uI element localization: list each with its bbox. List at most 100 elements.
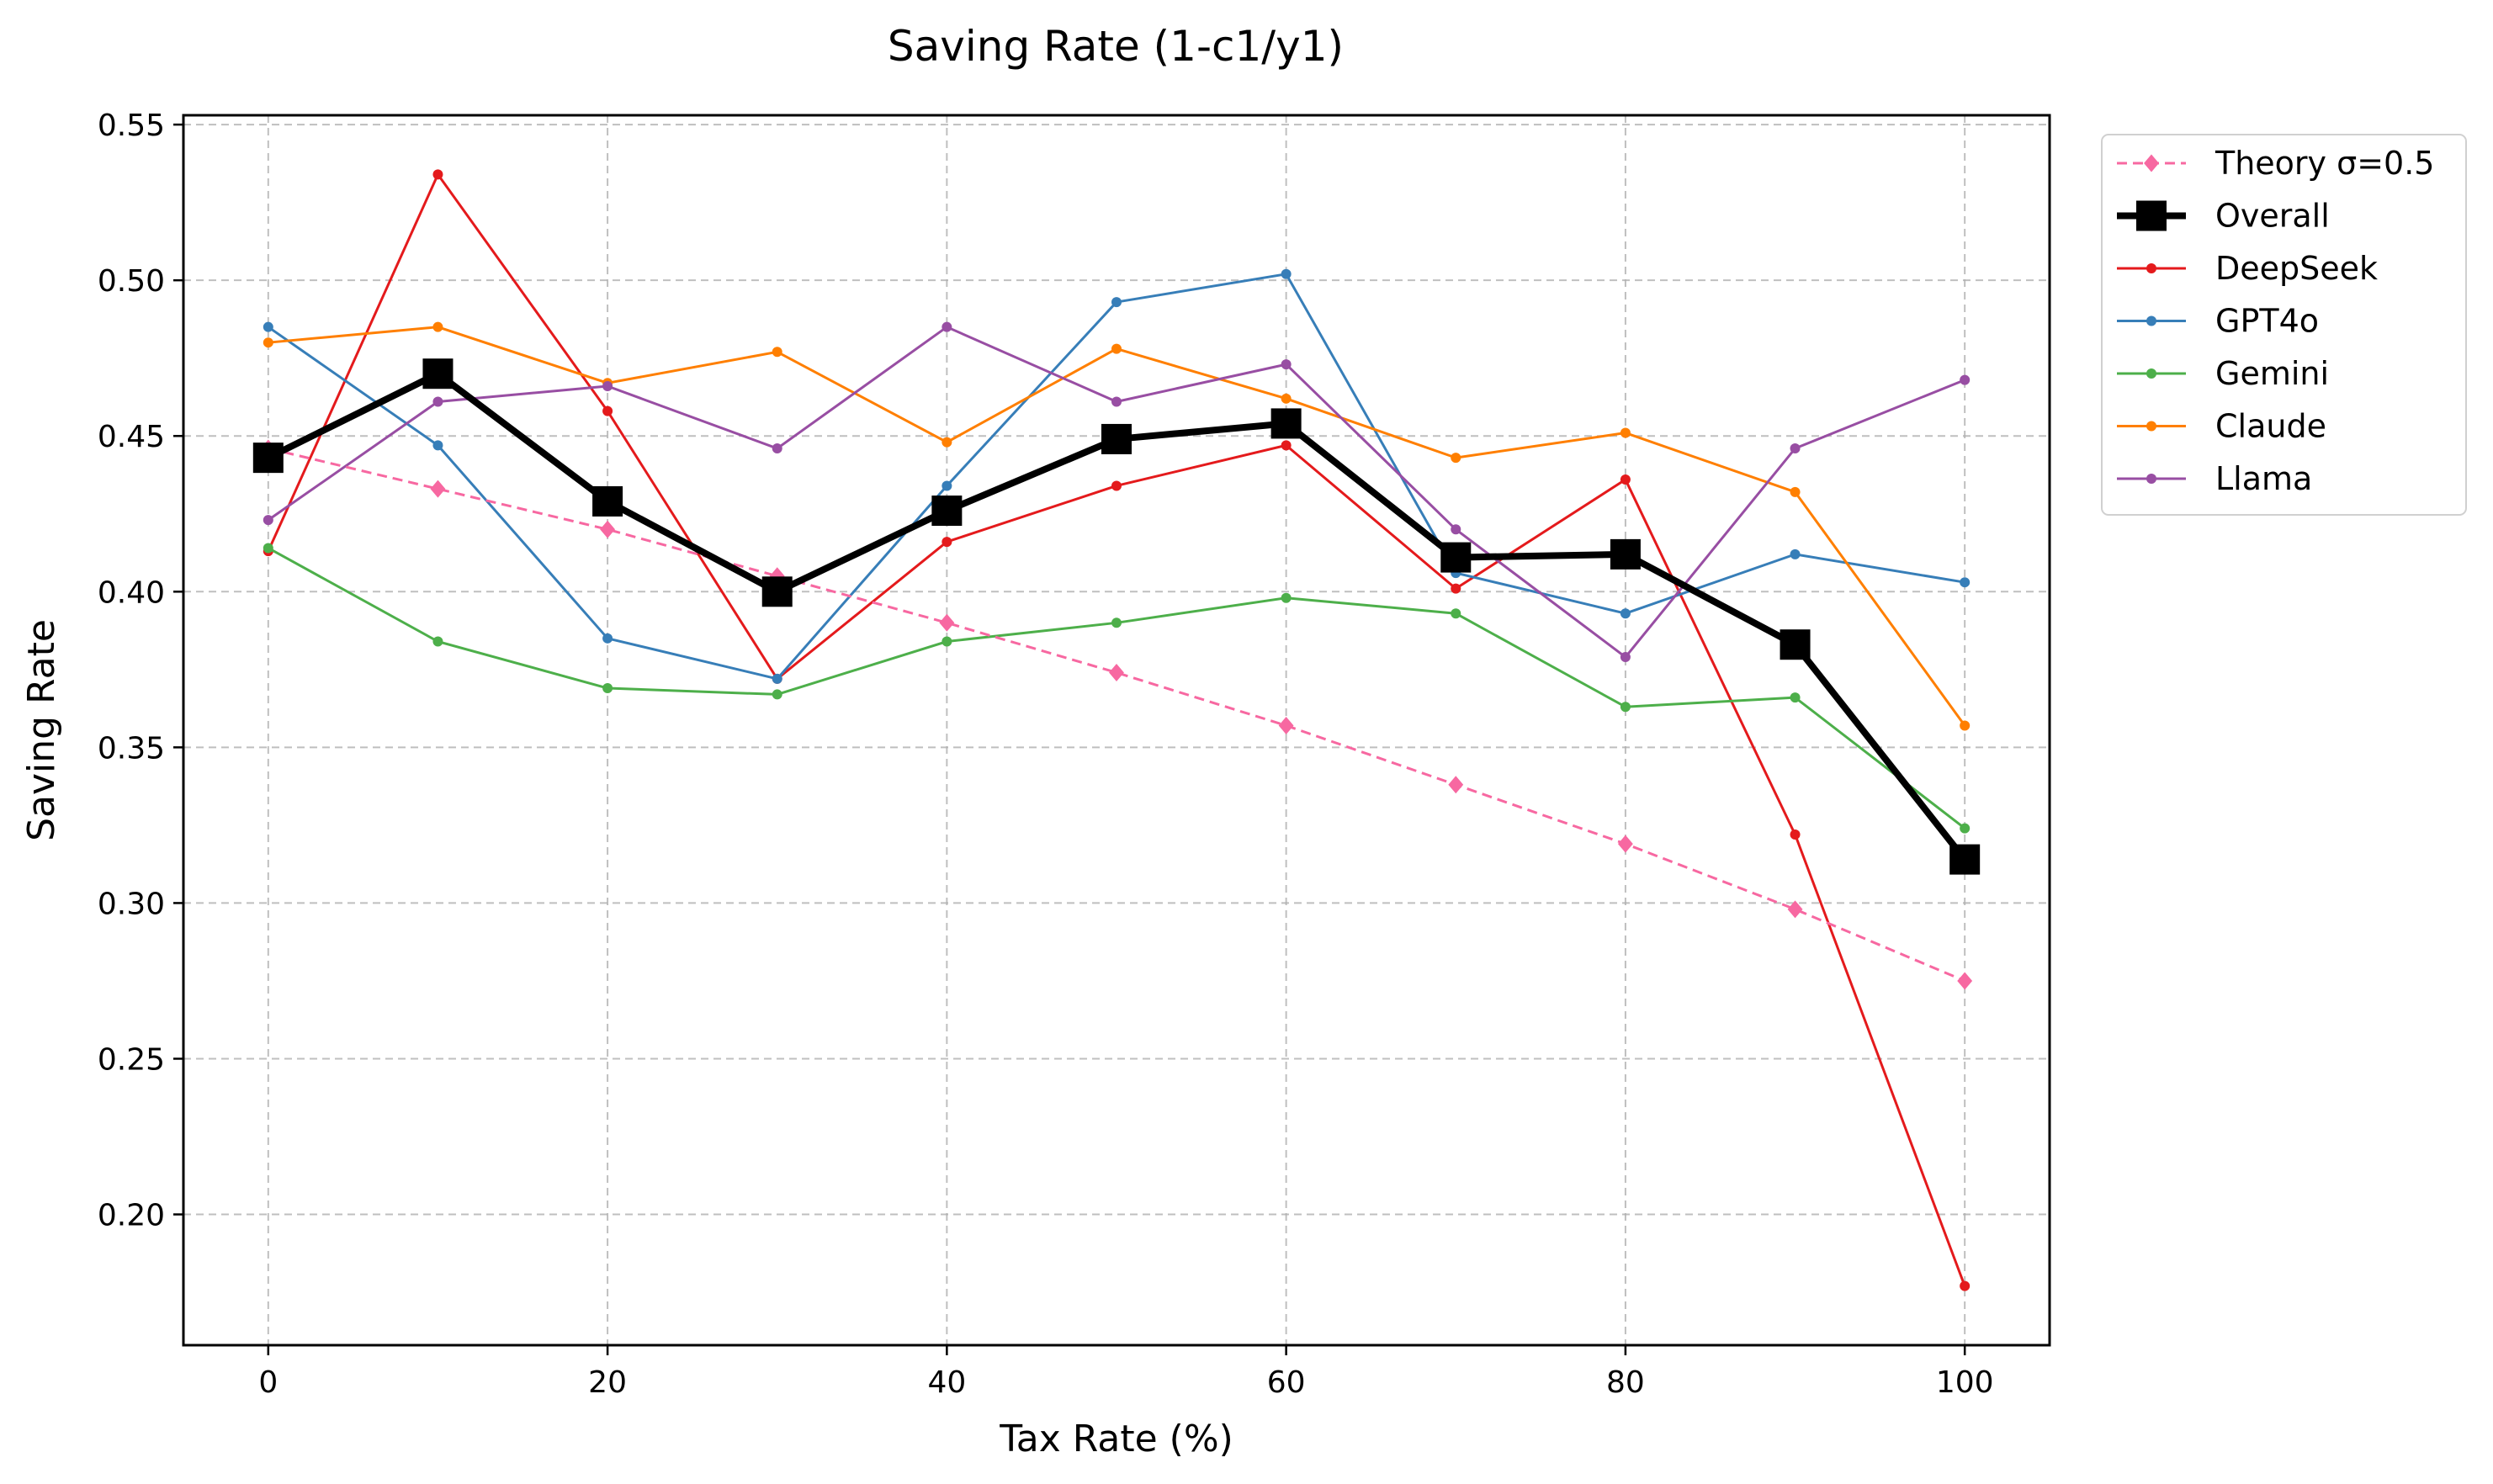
legend-item-gpt4o: GPT4o bbox=[2117, 303, 2319, 340]
data-point bbox=[1111, 343, 1122, 354]
data-point bbox=[1960, 374, 1971, 385]
data-point bbox=[1281, 440, 1292, 451]
data-point bbox=[432, 440, 443, 451]
data-point bbox=[1787, 900, 1803, 919]
data-point bbox=[263, 321, 273, 332]
data-point bbox=[602, 683, 613, 694]
y-tick-label: 0.40 bbox=[98, 575, 165, 610]
data-point bbox=[1790, 692, 1801, 703]
series-deepseek bbox=[263, 169, 1971, 1291]
data-point bbox=[1620, 474, 1631, 485]
series-overall bbox=[252, 358, 1981, 875]
data-point bbox=[942, 480, 952, 491]
data-point bbox=[1451, 453, 1461, 464]
data-point bbox=[432, 636, 443, 647]
legend-label: Theory σ=0.5 bbox=[2215, 145, 2434, 182]
data-point bbox=[772, 689, 782, 700]
x-tick-label: 100 bbox=[1936, 1365, 1994, 1400]
data-point bbox=[939, 613, 955, 632]
data-point bbox=[1448, 776, 1464, 794]
series-line-deepseek bbox=[267, 172, 1966, 1287]
data-point bbox=[942, 321, 952, 332]
legend-item-deepseek: DeepSeek bbox=[2117, 250, 2378, 287]
series-line-theory-0-5 bbox=[268, 447, 1965, 983]
data-point bbox=[1109, 664, 1124, 682]
data-point bbox=[1111, 480, 1122, 491]
data-point bbox=[1620, 652, 1631, 663]
data-point bbox=[1101, 423, 1132, 454]
series-llama bbox=[263, 321, 1971, 663]
data-point bbox=[1617, 835, 1633, 853]
data-point bbox=[592, 485, 623, 517]
legend-swatch-marker bbox=[2144, 154, 2159, 172]
series-line-llama bbox=[267, 326, 1965, 659]
y-tick-label: 0.45 bbox=[98, 420, 165, 454]
data-point bbox=[1281, 592, 1292, 603]
legend-item-theory-0-5: Theory σ=0.5 bbox=[2117, 145, 2434, 182]
data-point bbox=[772, 443, 782, 454]
y-axis-ticks: 0.20 0.25 0.30 0.35 0.40 0.45 0.50 0.55 bbox=[98, 109, 183, 1233]
data-point bbox=[1451, 608, 1461, 619]
data-point bbox=[1960, 823, 1971, 834]
data-point bbox=[1620, 427, 1631, 438]
y-tick-label: 0.35 bbox=[98, 731, 165, 766]
data-point bbox=[1960, 720, 1971, 731]
data-point bbox=[1270, 408, 1302, 439]
data-point bbox=[1281, 268, 1292, 279]
data-point bbox=[1278, 716, 1294, 734]
data-point bbox=[432, 321, 443, 332]
chart-title: Saving Rate (1-c1/y1) bbox=[888, 22, 1344, 71]
y-tick-label: 0.20 bbox=[98, 1199, 165, 1233]
data-point bbox=[772, 347, 782, 358]
legend-frame bbox=[2101, 134, 2467, 516]
data-point bbox=[1620, 608, 1631, 619]
data-point bbox=[602, 381, 613, 392]
data-point bbox=[1440, 542, 1472, 573]
data-point bbox=[432, 169, 443, 180]
data-point bbox=[1111, 297, 1122, 308]
legend-label: Overall bbox=[2215, 198, 2330, 235]
y-tick-label: 0.50 bbox=[98, 264, 165, 299]
y-axis-label: Saving Rate bbox=[20, 619, 63, 841]
data-point bbox=[422, 358, 454, 390]
legend-label: DeepSeek bbox=[2215, 250, 2378, 287]
legend-item-llama: Llama bbox=[2117, 460, 2312, 497]
x-tick-label: 80 bbox=[1606, 1365, 1645, 1400]
data-point bbox=[931, 496, 963, 527]
series-gemini bbox=[263, 543, 1971, 834]
legend-item-claude: Claude bbox=[2117, 408, 2326, 445]
legend: Theory σ=0.5 Overall DeepSeek GPT4o Gemini Cl… bbox=[2101, 134, 2467, 516]
x-axis-label: Tax Rate (%) bbox=[999, 1418, 1233, 1460]
data-point bbox=[432, 396, 443, 407]
data-point bbox=[1111, 617, 1122, 628]
data-point bbox=[1281, 359, 1292, 370]
plot-area-frame bbox=[182, 114, 2051, 1347]
data-point bbox=[263, 337, 273, 348]
data-point bbox=[600, 520, 616, 538]
data-point bbox=[1790, 549, 1801, 559]
data-point bbox=[1610, 538, 1641, 570]
data-point bbox=[1790, 486, 1801, 497]
data-point bbox=[1281, 393, 1292, 404]
data-point bbox=[1960, 577, 1971, 588]
data-point bbox=[761, 576, 793, 607]
legend-swatch-marker bbox=[2146, 474, 2156, 484]
legend-label: Llama bbox=[2215, 460, 2312, 497]
data-point bbox=[252, 443, 284, 474]
data-point bbox=[1620, 702, 1631, 713]
data-point bbox=[942, 537, 952, 548]
legend-label: GPT4o bbox=[2215, 303, 2319, 340]
x-tick-label: 60 bbox=[1267, 1365, 1306, 1400]
x-tick-label: 0 bbox=[258, 1365, 278, 1400]
grid-lines bbox=[183, 115, 2050, 1345]
y-tick-label: 0.25 bbox=[98, 1042, 165, 1077]
y-tick-label: 0.55 bbox=[98, 109, 165, 143]
data-point bbox=[1790, 443, 1801, 454]
series-theory-0-5 bbox=[260, 439, 1973, 990]
data-point bbox=[1957, 972, 1973, 990]
legend-swatch-marker bbox=[2146, 263, 2156, 273]
data-point bbox=[263, 543, 273, 554]
data-point bbox=[602, 633, 613, 644]
legend-swatch-marker bbox=[2136, 200, 2167, 231]
